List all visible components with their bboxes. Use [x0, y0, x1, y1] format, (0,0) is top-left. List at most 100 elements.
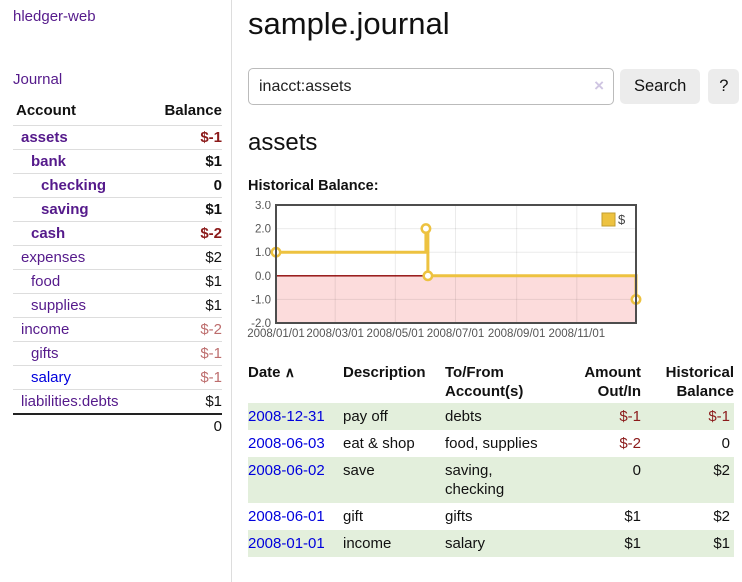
- transaction-date-link[interactable]: 2008-06-03: [248, 435, 325, 452]
- account-link[interactable]: salary: [31, 369, 72, 386]
- register-cell-accounts: gifts: [445, 508, 473, 525]
- nav-journal-link[interactable]: Journal: [13, 71, 63, 88]
- svg-text:2.0: 2.0: [255, 224, 271, 236]
- account-link[interactable]: assets: [21, 129, 68, 146]
- svg-text:3.0: 3.0: [255, 201, 271, 212]
- accounts-total-spacer: [13, 413, 146, 438]
- svg-text:2008/05/01: 2008/05/01: [367, 328, 425, 340]
- amount-header-line2: Out/In: [597, 383, 641, 400]
- account-name-cell: saving: [13, 197, 146, 222]
- account-name-cell: expenses: [13, 245, 146, 270]
- account-link[interactable]: bank: [31, 153, 67, 170]
- account-row: saving $1: [13, 197, 222, 222]
- register-cell-balance: $2: [713, 508, 730, 525]
- account-balance: 0: [145, 173, 222, 198]
- account-row: income $-2: [13, 317, 222, 342]
- sort-ascending-icon: ∧: [284, 364, 295, 380]
- accounts-table: Account Balance assets $-1 bank $1 checking 0…: [13, 98, 222, 438]
- search-input[interactable]: [248, 68, 614, 105]
- register-table: Date ∧ Description To/From Account(s) Am…: [248, 361, 734, 557]
- balance-header-line2: Balance: [676, 383, 734, 400]
- account-link[interactable]: supplies: [31, 297, 87, 314]
- transaction-date-link[interactable]: 2008-06-02: [248, 462, 325, 479]
- svg-text:0.0: 0.0: [255, 271, 271, 283]
- account-row: cash $-2: [13, 221, 222, 246]
- register-cell-date: 2008-06-03: [248, 430, 343, 457]
- account-name-cell: assets: [13, 125, 146, 150]
- account-balance: $1: [145, 149, 222, 174]
- chart-title: Historical Balance:: [248, 178, 379, 194]
- account-name-cell: liabilities:debts: [13, 389, 146, 414]
- app-title-link[interactable]: hledger-web: [13, 8, 96, 25]
- svg-text:-2.0: -2.0: [251, 318, 271, 330]
- account-balance: $1: [145, 293, 222, 318]
- svg-text:2008/01/01: 2008/01/01: [247, 328, 305, 340]
- register-cell-accounts: debts: [445, 408, 482, 425]
- account-name-cell: food: [13, 269, 146, 294]
- register-cell-description: eat & shop: [343, 435, 415, 452]
- account-name-cell: cash: [13, 221, 146, 246]
- register-cell-amount: $1: [624, 535, 641, 552]
- sidebar: hledger-web Journal Account Balance asse…: [0, 0, 232, 582]
- svg-text:-1.0: -1.0: [251, 294, 271, 306]
- account-name-cell: checking: [13, 173, 146, 198]
- register-cell-balance: $2: [713, 462, 730, 479]
- account-balance: $2: [145, 245, 222, 270]
- account-row: gifts $-1: [13, 341, 222, 366]
- account-link[interactable]: income: [21, 321, 70, 338]
- transaction-date-link[interactable]: 2008-12-31: [248, 408, 325, 425]
- register-cell-date: 2008-06-01: [248, 503, 343, 530]
- register-header-description: Description: [343, 364, 426, 381]
- transaction-date-link[interactable]: 2008-06-01: [248, 508, 325, 525]
- page-title: sample.journal: [248, 6, 450, 41]
- register-header-accounts: To/From Account(s): [445, 361, 563, 403]
- account-name-cell: supplies: [13, 293, 146, 318]
- balance-header-line1: Historical: [665, 364, 734, 381]
- register-row: 2008-01-01 income salary $1 $1: [248, 530, 734, 557]
- account-row: expenses $2: [13, 245, 222, 270]
- accounts-total-value: 0: [145, 413, 222, 438]
- transaction-date-link[interactable]: 2008-01-01: [248, 535, 325, 552]
- svg-text:2008/11/01: 2008/11/01: [548, 328, 605, 340]
- account-link[interactable]: cash: [31, 225, 66, 242]
- svg-text:1.0: 1.0: [255, 247, 271, 259]
- register-cell-balance: $1: [713, 535, 730, 552]
- account-balance: $1: [145, 269, 222, 294]
- register-cell-amount: $-1: [619, 408, 641, 425]
- register-header-date[interactable]: Date ∧: [248, 361, 343, 403]
- account-name-cell: gifts: [13, 341, 146, 366]
- register-cell-balance: $-1: [708, 408, 730, 425]
- register-row: 2008-06-02 save saving, checking 0 $2: [248, 457, 734, 503]
- account-link[interactable]: food: [31, 273, 61, 290]
- help-button[interactable]: ?: [708, 69, 740, 104]
- accounts-header-row: Account Balance: [13, 98, 222, 126]
- register-cell-amount: $-2: [619, 435, 641, 452]
- register-cell-accounts: food, supplies: [445, 435, 538, 452]
- search-box: ×: [248, 68, 614, 105]
- account-balance: $-1: [145, 365, 222, 390]
- register-cell-amount: $1: [624, 508, 641, 525]
- account-link[interactable]: liabilities:debts: [21, 393, 119, 410]
- account-link[interactable]: expenses: [21, 249, 86, 266]
- account-link[interactable]: saving: [41, 201, 89, 218]
- account-link[interactable]: checking: [41, 177, 107, 194]
- account-link[interactable]: gifts: [31, 345, 59, 362]
- legend-swatch: [601, 212, 616, 227]
- account-balance: $-2: [145, 221, 222, 246]
- account-row: salary $-1: [13, 365, 222, 390]
- accounts-table-body: assets $-1 bank $1 checking 0 saving $1 cash $-2 e…: [13, 125, 222, 414]
- account-balance: $1: [145, 197, 222, 222]
- account-row: food $1: [13, 269, 222, 294]
- register-cell-description: pay off: [343, 408, 388, 425]
- search-button[interactable]: Search: [620, 69, 701, 104]
- register-cell-accounts: salary: [445, 535, 486, 552]
- account-name-cell: bank: [13, 149, 146, 174]
- register-row: 2008-12-31 pay off debts $-1 $-1: [248, 403, 734, 430]
- accounts-header-line2: Account(s): [445, 383, 524, 400]
- search-form: × Search ?: [248, 68, 742, 105]
- account-name-cell: income: [13, 317, 146, 342]
- account-row: assets $-1: [13, 125, 222, 150]
- clear-search-icon[interactable]: ×: [594, 76, 604, 95]
- accounts-total-row: 0: [13, 413, 222, 438]
